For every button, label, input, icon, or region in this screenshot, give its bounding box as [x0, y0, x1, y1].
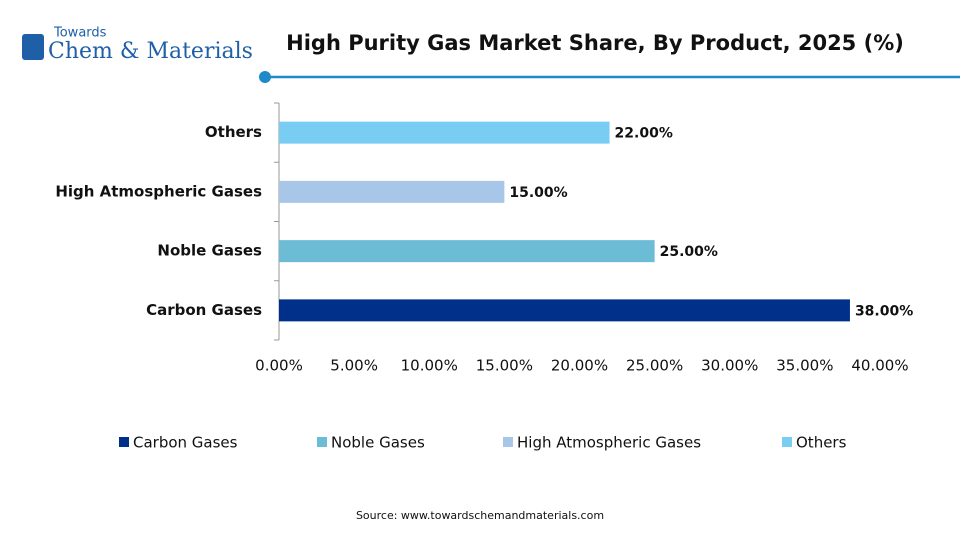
bar: [279, 180, 505, 203]
y-tick-label: Noble Gases: [157, 242, 262, 260]
data-label: 38.00%: [855, 303, 913, 319]
bar: [279, 240, 655, 263]
legend-label: Carbon Gases: [133, 434, 238, 452]
x-tick-label: 25.00%: [626, 357, 683, 375]
logo: Towards Chem & Materials: [22, 26, 253, 64]
x-tick-label: 30.00%: [701, 357, 758, 375]
legend-swatch: [317, 437, 327, 447]
y-tick-label: Carbon Gases: [146, 301, 262, 319]
y-tick-label: Others: [205, 123, 262, 141]
x-tick-label: 20.00%: [551, 357, 608, 375]
legend-label: Others: [796, 434, 847, 452]
bar: [279, 299, 850, 322]
x-tick-label: 10.00%: [401, 357, 458, 375]
logo-top: Towards: [53, 26, 107, 41]
x-tick-label: 15.00%: [476, 357, 533, 375]
legend-swatch: [119, 437, 129, 447]
x-tick-label: 0.00%: [255, 357, 303, 375]
logo-icon: [22, 34, 44, 60]
x-tick-label: 40.00%: [851, 357, 908, 375]
logo-main: Chem & Materials: [48, 39, 253, 64]
bar: [279, 121, 610, 144]
legend-swatch: [503, 437, 513, 447]
data-label: 15.00%: [509, 185, 567, 201]
data-label: 25.00%: [660, 244, 718, 260]
legend-label: Noble Gases: [331, 434, 425, 452]
data-label: 22.00%: [615, 126, 673, 142]
legend-label: High Atmospheric Gases: [517, 434, 701, 452]
x-tick-label: 5.00%: [330, 357, 378, 375]
x-tick-label: 35.00%: [776, 357, 833, 375]
chart-title: High Purity Gas Market Share, By Product…: [286, 31, 904, 55]
legend-swatch: [782, 437, 792, 447]
y-tick-label: High Atmospheric Gases: [55, 182, 262, 200]
header-dot: [259, 71, 271, 83]
source: Source: www.towardschemandmaterials.com: [356, 509, 604, 522]
